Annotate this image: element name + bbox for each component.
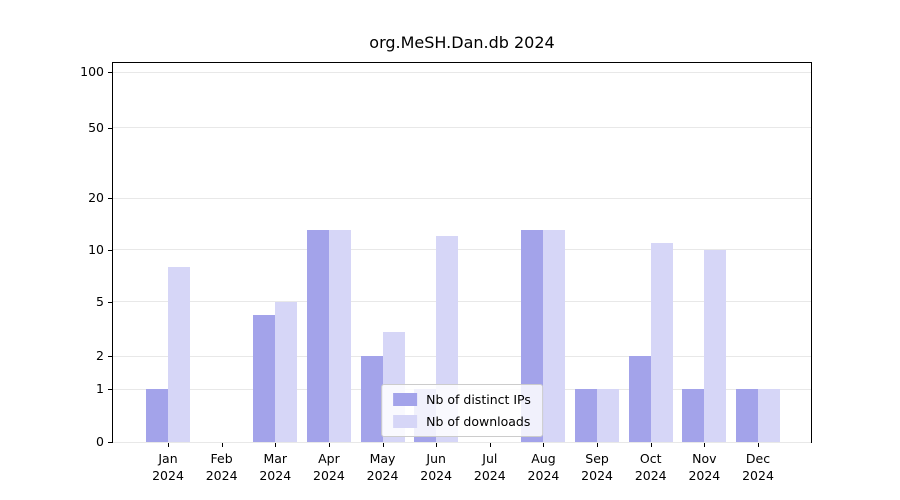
y-tick-label-5: 5 [96, 293, 104, 309]
month-label: Apr [318, 451, 340, 466]
y-tick-mark [108, 301, 112, 303]
bar-downloads-jan [168, 266, 190, 442]
y-tick-label-0: 0 [96, 434, 104, 449]
bar-distinct-ips-nov [682, 389, 705, 442]
legend-item-downloads: Nb of downloads [393, 414, 531, 429]
bar-distinct-ips-may [360, 356, 383, 442]
x-tick-label-jul: Jul 2024 [458, 450, 522, 484]
year-label: 2024 [688, 468, 721, 483]
x-tick-label-dec: Dec 2024 [726, 450, 790, 484]
bar-downloads-mar [275, 301, 298, 442]
gridline-y-0 [113, 441, 811, 443]
legend-label-downloads: Nb of downloads [426, 414, 531, 429]
x-tick-mark [328, 443, 330, 447]
gridline-y-20 [113, 197, 811, 199]
legend-label-distinct-ips: Nb of distinct IPs [426, 392, 531, 407]
y-tick-mark [108, 356, 112, 358]
year-label: 2024 [259, 468, 292, 483]
gridline-y-10 [113, 249, 811, 251]
x-tick-label-oct: Oct 2024 [619, 450, 683, 484]
x-tick-mark [489, 443, 491, 447]
year-label: 2024 [420, 468, 453, 483]
x-tick-label-aug: Aug 2024 [511, 450, 575, 484]
month-label: Jul [482, 451, 498, 466]
month-label: Mar [263, 451, 288, 466]
month-label: Oct [639, 451, 662, 466]
x-tick-mark [704, 443, 706, 447]
y-tick-mark [108, 389, 112, 391]
year-label: 2024 [742, 468, 774, 483]
y-tick-label-1: 1 [96, 381, 104, 397]
x-tick-label-may: May 2024 [351, 450, 415, 484]
bar-downloads-dec [758, 389, 780, 442]
y-tick-mark [108, 249, 112, 251]
year-label: 2024 [634, 468, 667, 483]
legend-swatch-downloads [393, 415, 418, 428]
legend-swatch-distinct-ips [393, 393, 418, 406]
x-tick-mark [221, 443, 223, 447]
year-label: 2024 [152, 468, 184, 483]
y-tick-mark [108, 72, 112, 74]
y-tick-label-20: 20 [88, 190, 104, 206]
legend: Nb of distinct IPs Nb of downloads [381, 384, 543, 437]
legend-item-distinct-ips: Nb of distinct IPs [393, 392, 531, 407]
x-tick-mark [168, 443, 169, 447]
x-tick-label-jan: Jan 2024 [136, 450, 200, 484]
x-tick-mark [275, 443, 277, 447]
y-tick-label-100: 100 [80, 64, 104, 80]
bar-downloads-nov [704, 249, 727, 442]
year-label: 2024 [581, 468, 613, 483]
bar-distinct-ips-dec [736, 389, 758, 442]
bar-distinct-ips-apr [306, 230, 329, 442]
x-tick-label-jun: Jun 2024 [404, 450, 468, 484]
y-tick-mark [108, 127, 112, 129]
month-label: Sep [585, 451, 609, 466]
year-label: 2024 [366, 468, 399, 483]
month-label: Jan [158, 451, 178, 466]
x-tick-label-nov: Nov 2024 [672, 450, 736, 484]
gridline-y-100 [113, 71, 811, 73]
plot-area: Nb of distinct IPs Nb of downloads [112, 62, 812, 443]
bar-distinct-ips-oct [628, 356, 651, 442]
y-tick-mark [108, 198, 112, 200]
x-tick-label-mar: Mar 2024 [243, 450, 307, 484]
x-tick-label-sep: Sep 2024 [565, 450, 629, 484]
bar-distinct-ips-jan [146, 389, 168, 442]
bar-downloads-sep [597, 389, 620, 442]
year-label: 2024 [473, 468, 506, 483]
year-label: 2024 [313, 468, 345, 483]
x-tick-mark [543, 443, 545, 447]
y-tick-mark [108, 442, 112, 443]
gridline-y-5 [113, 301, 811, 303]
x-tick-mark [758, 443, 759, 447]
y-tick-label-2: 2 [96, 348, 104, 364]
x-tick-mark [382, 443, 384, 447]
x-tick-mark [436, 443, 438, 447]
month-label: Aug [531, 451, 556, 466]
y-tick-label-50: 50 [88, 119, 104, 135]
x-tick-mark [650, 443, 652, 447]
bar-downloads-oct [650, 242, 673, 442]
gridline-y-50 [113, 127, 811, 129]
x-tick-mark [597, 443, 599, 447]
x-tick-label-feb: Feb 2024 [190, 450, 254, 484]
bar-downloads-aug [543, 230, 566, 442]
month-label: Dec [745, 451, 771, 466]
year-label: 2024 [527, 468, 560, 483]
month-label: Feb [210, 451, 233, 466]
y-tick-label-10: 10 [88, 241, 104, 257]
bar-distinct-ips-mar [253, 315, 276, 442]
year-label: 2024 [205, 468, 238, 483]
chart-title: org.MeSH.Dan.db 2024 [369, 33, 555, 52]
bar-distinct-ips-sep [575, 389, 598, 442]
bar-downloads-apr [328, 230, 351, 442]
month-label: Nov [692, 451, 717, 466]
gridline-y-2 [113, 355, 811, 357]
x-tick-label-apr: Apr 2024 [297, 450, 361, 484]
month-label: May [369, 451, 396, 466]
month-label: Jun [426, 451, 446, 466]
